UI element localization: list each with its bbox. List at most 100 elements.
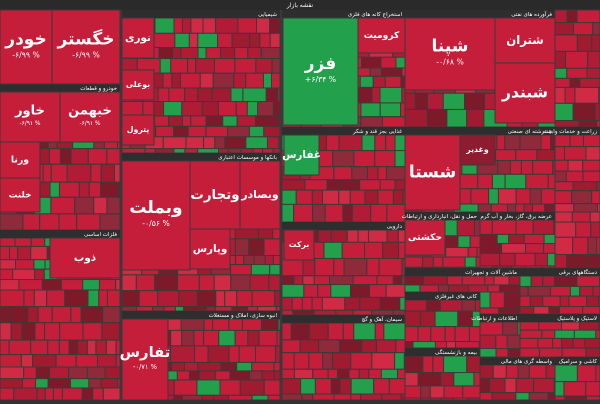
sector-header: دارویی (387, 224, 403, 230)
tile (312, 393, 335, 401)
tile (251, 394, 269, 401)
sector-header-bar (480, 357, 555, 365)
tile (456, 266, 473, 269)
tile (440, 372, 455, 387)
stock-symbol: ذوب (74, 252, 96, 264)
stock-tile (0, 177, 41, 213)
tile (42, 163, 52, 183)
tile (422, 355, 434, 374)
tile (530, 275, 544, 287)
tile (236, 361, 253, 372)
tile (417, 372, 442, 387)
tile (374, 322, 385, 341)
tile (437, 284, 450, 293)
sector-header-bar (555, 357, 600, 365)
tile (66, 163, 92, 183)
sector-header-bar (405, 292, 480, 300)
tile (106, 196, 121, 215)
tile (586, 295, 600, 308)
tile (70, 148, 89, 165)
tile (572, 337, 586, 349)
tile (255, 58, 273, 74)
tile (181, 17, 192, 34)
tile (508, 275, 521, 286)
tile (201, 101, 219, 117)
tile (333, 393, 352, 401)
tile (420, 385, 431, 399)
tile (379, 86, 403, 104)
tile (519, 295, 531, 308)
tile (187, 125, 207, 138)
tile (269, 17, 281, 34)
tile (448, 284, 470, 293)
tile (281, 257, 304, 277)
tile (213, 58, 236, 74)
tile (27, 306, 39, 324)
tile (564, 86, 576, 104)
tile (419, 284, 439, 293)
tile (373, 378, 390, 395)
tile (359, 179, 381, 191)
tile (371, 86, 381, 104)
tile (183, 361, 199, 372)
tile (554, 221, 577, 238)
tile (400, 75, 406, 88)
tile (591, 190, 600, 205)
tile (543, 233, 556, 245)
tile (15, 259, 35, 270)
stock-symbol: ورنا (11, 155, 29, 166)
tile (308, 322, 329, 341)
tile (380, 368, 398, 380)
tile (196, 379, 221, 396)
tile (166, 318, 182, 331)
tile (374, 150, 396, 168)
tile (228, 394, 253, 401)
tile (379, 296, 401, 311)
tile (272, 148, 281, 154)
tile (587, 50, 600, 69)
stock-change: -۰/۷۱ % (133, 363, 157, 371)
tile (291, 296, 303, 311)
sector-header-bar (405, 10, 555, 18)
tile (312, 203, 326, 223)
tile (236, 290, 253, 308)
sector-header: چندرشته ای صنعتی (508, 129, 552, 135)
tile (509, 160, 522, 175)
tile (121, 148, 146, 154)
stock-tile (404, 134, 461, 211)
tile (371, 352, 396, 370)
sector-header-bar (282, 127, 405, 135)
tile (155, 125, 175, 138)
tile (595, 364, 600, 383)
tile (247, 306, 259, 312)
tile (515, 203, 525, 213)
tile (295, 189, 313, 205)
tile (259, 32, 271, 49)
tile (233, 72, 247, 89)
tile (342, 322, 355, 341)
tile (0, 268, 14, 281)
tile (404, 266, 425, 269)
tile (361, 56, 382, 69)
stock-symbol: تفارس (120, 344, 171, 361)
tile (253, 255, 266, 266)
tile (102, 387, 121, 401)
tile (479, 243, 503, 254)
stock-symbol: خلنت (9, 191, 32, 201)
tile (559, 295, 570, 308)
tile (360, 393, 383, 401)
tile (30, 237, 46, 247)
tile (30, 339, 49, 356)
tile (262, 148, 274, 154)
tile (18, 279, 43, 291)
tile (68, 339, 79, 356)
tile (162, 72, 173, 89)
tile (587, 236, 598, 255)
tile (462, 385, 481, 399)
tile (152, 306, 165, 312)
tile (55, 354, 77, 368)
tile (383, 322, 406, 341)
stock-symbol: حکشتی (408, 233, 442, 243)
tile (135, 274, 156, 292)
tile (404, 341, 414, 349)
